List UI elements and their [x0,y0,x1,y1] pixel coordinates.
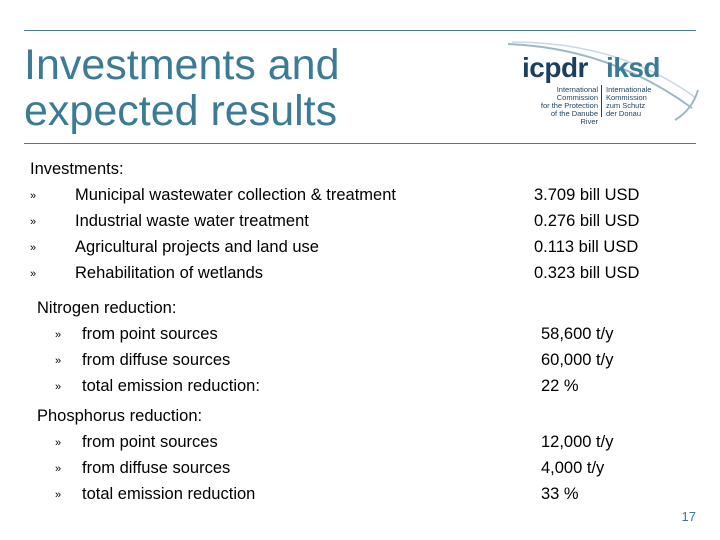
bullet-icon: » [30,242,37,254]
logo-right-sub-line: Internationale [606,85,652,94]
item-label: total emission reduction: [82,377,260,395]
item-label: from point sources [82,433,218,451]
logo-right-sub-line: der Donau [606,109,642,118]
item-label: Rehabilitation of wetlands [75,264,264,282]
phosphorus-heading: Phosphorus reduction: [37,407,203,425]
bullet-icon: » [55,463,62,475]
page-number: 17 [681,509,696,524]
bullet-icon: » [55,381,62,393]
investments-heading: Investments: [30,160,124,178]
logo-left-sub-line: for the Protection [540,101,598,110]
title-rule [24,143,696,144]
item-label: Industrial waste water treatment [75,212,309,230]
bullet-icon: » [55,489,62,501]
logo-left-sub-line: International [556,85,598,94]
logo-left-subtitle: International Commission for the Protect… [532,86,598,126]
icpdr-logo: icpdr iksd International Commission for … [500,38,700,126]
title-line-2: expected results [24,87,338,135]
item-value: 12,000 t/y [541,433,614,451]
logo-right-subtitle: Internationale Kommission zum Schutz der… [606,86,651,118]
item-value: 22 % [541,377,579,395]
item-value: 0.113 bill USD [534,238,639,256]
bullet-icon: » [30,190,37,202]
bullet-icon: » [55,355,62,367]
slide-title: Investments and expected results [24,42,340,134]
item-value: 0.276 bill USD [534,212,640,230]
item-value: 58,600 t/y [541,325,614,343]
bullet-icon: » [30,216,37,228]
item-value: 60,000 t/y [541,351,614,369]
top-rule [24,30,696,31]
item-value: 3.709 bill USD [534,186,640,204]
bullet-icon: » [55,437,62,449]
bullet-icon: » [30,268,37,280]
item-label: from diffuse sources [82,351,231,369]
logo-divider [601,85,602,117]
item-label: total emission reduction [82,485,256,503]
item-value: 0.323 bill USD [534,264,640,282]
nitrogen-heading: Nitrogen reduction: [37,299,177,317]
logo-left-sub-line: of the Danube River [550,109,598,126]
item-label: from diffuse sources [82,459,231,477]
logo-swoosh-icon [507,41,699,121]
logo-right-word: iksd [606,52,661,83]
logo-left-sub-line: Commission [556,93,598,102]
logo-left-word: icpdr [522,52,588,83]
item-value: 33 % [541,485,579,503]
logo-right-sub-line: Kommission [606,93,647,102]
item-label: from point sources [82,325,218,343]
bullet-icon: » [55,329,62,341]
item-label: Agricultural projects and land use [75,238,319,256]
item-value: 4,000 t/y [541,459,605,477]
logo-right-sub-line: zum Schutz [606,101,646,110]
title-line-1: Investments and [24,41,340,89]
item-label: Municipal wastewater collection & treatm… [75,186,396,204]
